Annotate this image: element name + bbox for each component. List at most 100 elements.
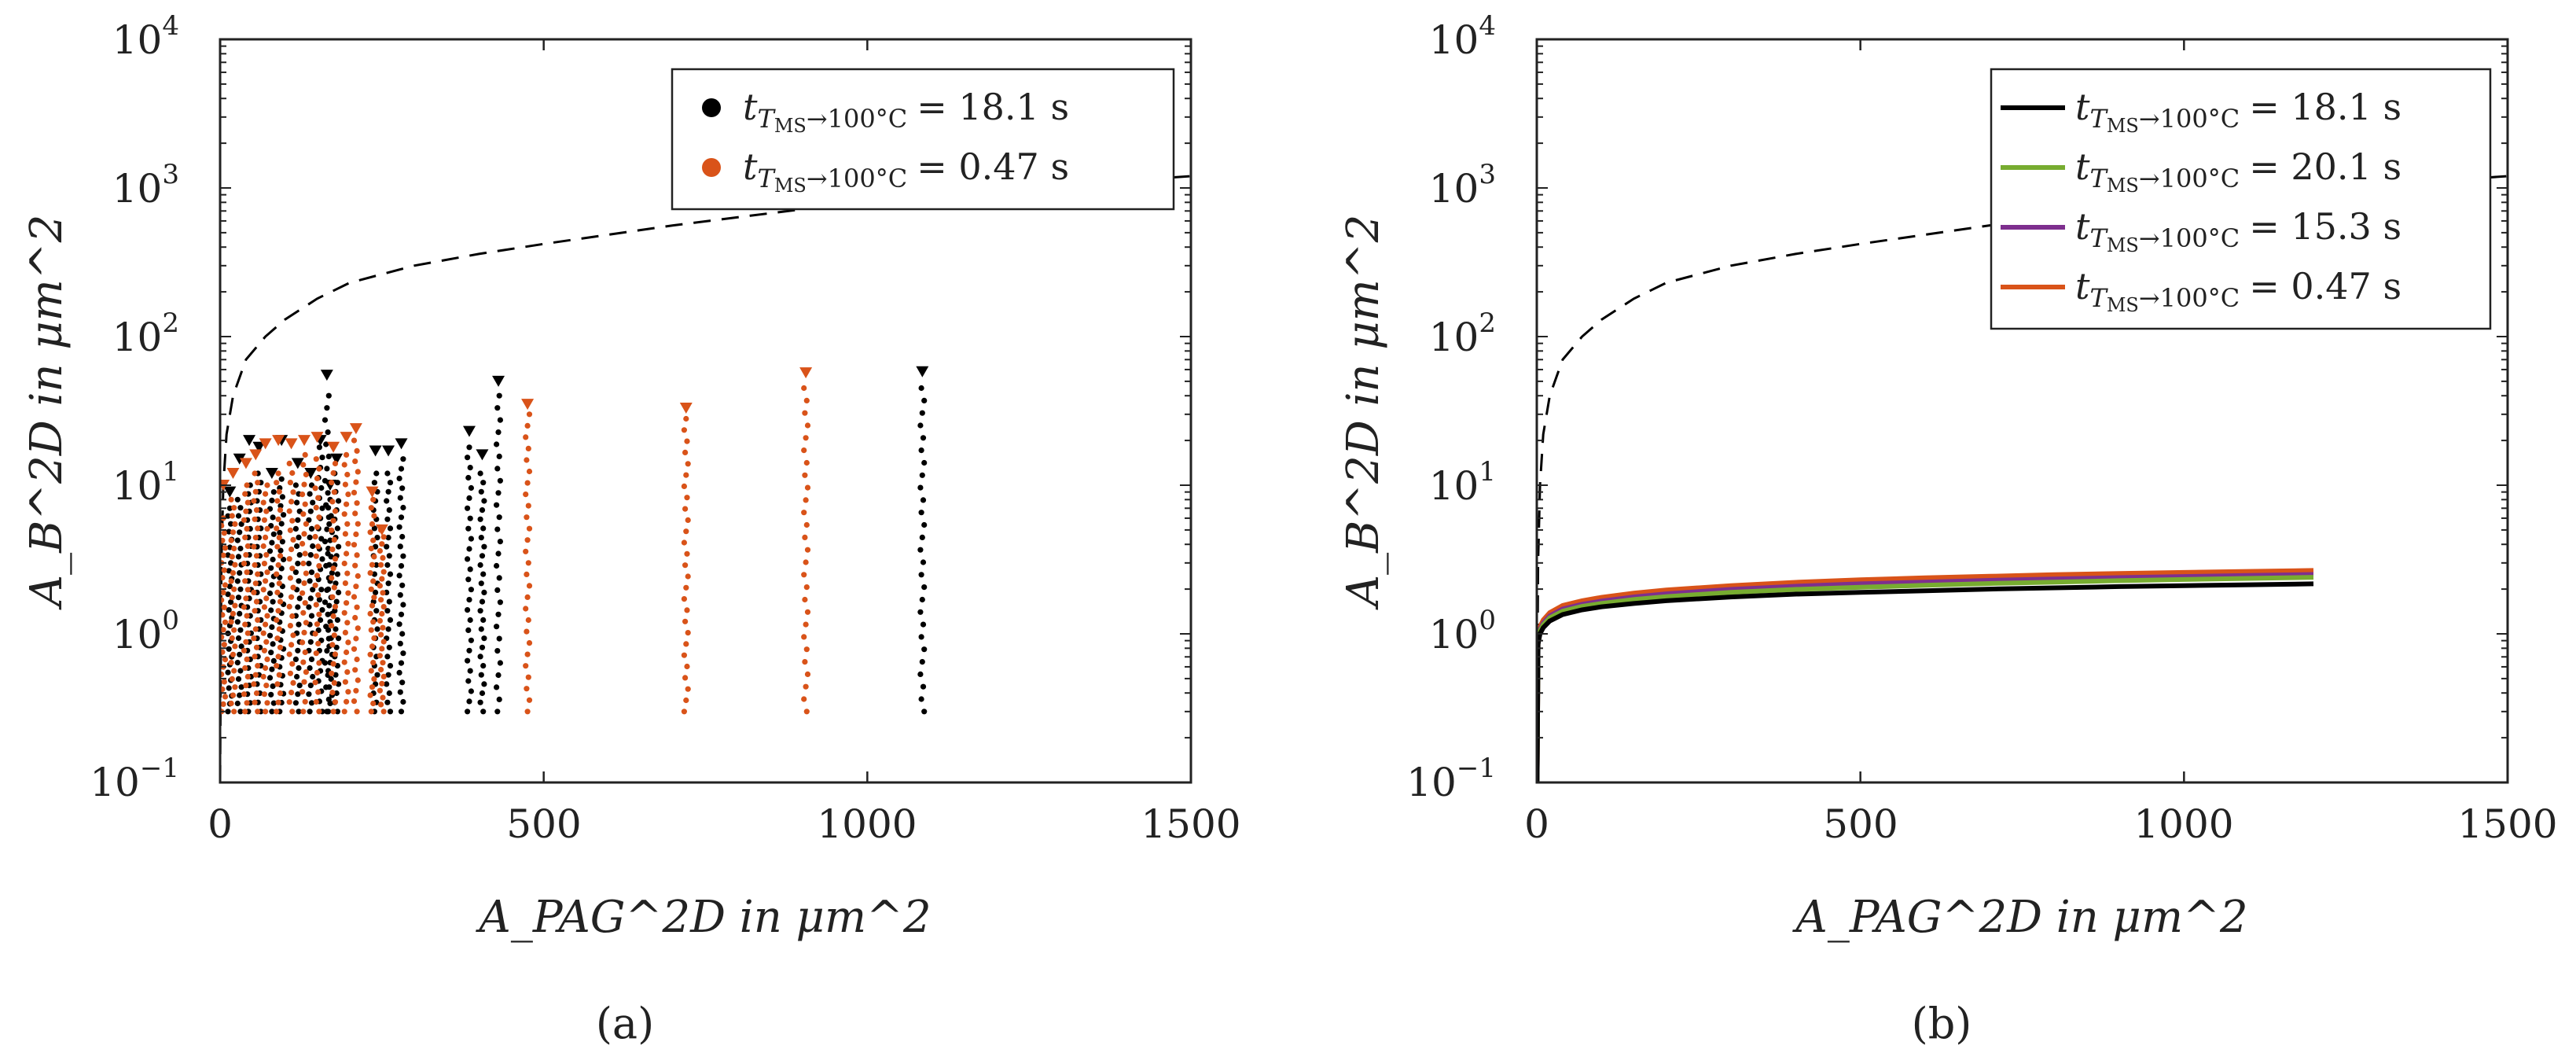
scatter-point [313,698,319,705]
scatter-point [385,672,391,678]
scatter-point [380,694,386,701]
scatter-point [803,559,809,565]
panel-a-legend-entry: tTMS→100°C = 0.47 s [743,145,1069,197]
scatter-point [354,656,360,663]
scatter-point [398,563,405,569]
scatter-point [268,691,274,698]
scatter-point [226,568,232,574]
scatter-point [399,533,406,540]
scatter-point [234,619,241,625]
scatter-point [465,505,471,511]
scatter-point [341,511,347,517]
scatter-point [341,709,347,715]
scatter-point [374,535,380,541]
scatter-point [225,591,231,598]
scatter-point [333,626,339,632]
scatter-point [331,536,337,543]
scatter-point [355,469,361,475]
scatter-point [244,630,251,636]
scatter-point [399,679,406,686]
scatter-point [275,653,281,660]
scatter-point [296,595,303,602]
scatter-peak-marker [249,449,263,461]
scatter-point [354,709,360,715]
scatter-point [334,617,340,624]
scatter-point [683,472,689,478]
panel-b-legend: tTMS→100°C = 18.1 s tTMS→100°C = 20.1 s tT… [1990,68,2492,330]
scatter-point [307,491,313,497]
scatter-point [270,700,277,706]
scatter-point [322,660,329,666]
scatter-point [344,501,350,507]
scatter-point [398,611,405,617]
scatter-point [371,525,377,532]
scatter-point [332,460,339,467]
scatter-point [295,517,301,523]
scatter-point [377,583,383,589]
scatter-point [385,626,391,632]
scatter-point [308,613,315,619]
scatter-point [251,543,257,550]
scatter-point [524,686,530,692]
scatter-point [299,639,306,646]
scatter-point [264,700,270,706]
scatter-point [330,517,336,524]
scatter-point [289,709,296,715]
scatter-point [801,385,807,392]
scatter-point [384,681,390,687]
scatter-point [252,488,259,495]
scatter-point [801,696,807,702]
scatter-point [301,481,307,488]
panel-b-series-line-purple [1537,572,2314,782]
scatter-point [313,504,319,511]
scatter-point [400,553,406,559]
panel-a-x-tick-label: 1000 [817,801,917,847]
scatter-point [329,670,335,676]
scatter-point [325,392,332,399]
scatter-point [314,621,321,628]
scatter-point [354,552,360,558]
scatter-point [244,700,250,706]
scatter-point [263,491,269,497]
scatter-point [260,630,266,636]
scatter-point [384,516,391,522]
scatter-point [342,580,348,587]
scatter-point [344,550,350,557]
scatter-point [235,595,242,601]
scatter-point [397,689,403,695]
scatter-point [300,709,307,715]
scatter-point [318,484,325,492]
scatter-point [229,554,235,560]
scatter-point [333,690,340,697]
scatter-point [237,668,244,674]
scatter-point [481,635,487,642]
scatter-point [292,482,299,488]
scatter-point [334,709,340,715]
scatter-point [232,643,238,650]
scatter-point [244,499,251,506]
scatter-point [292,569,299,576]
scatter-peak-marker [304,468,318,480]
scatter-point [260,673,266,680]
scatter-point [919,659,925,665]
scatter-point [344,471,351,478]
scatter-point [287,480,293,486]
scatter-point [274,681,281,687]
scatter-point [803,435,809,441]
scatter-point [385,580,391,587]
panel-a: 10−1 100 101 102 103 104 0 500 1000 1500… [21,10,1241,1048]
scatter-point [274,617,280,624]
scatter-point [244,525,250,532]
panel-a-x-tick-label: 1500 [1141,801,1240,847]
scatter-point [352,667,358,673]
scatter-point [274,543,281,550]
panel-a-legend-marker-orange [702,158,721,177]
scatter-point [330,709,336,715]
scatter-point [400,456,406,462]
scatter-point [919,472,925,478]
scatter-point [494,502,500,508]
scatter-point [266,548,274,554]
scatter-point [480,525,487,532]
panel-b-caption: (b) [1912,999,1972,1048]
scatter-point [276,580,282,587]
